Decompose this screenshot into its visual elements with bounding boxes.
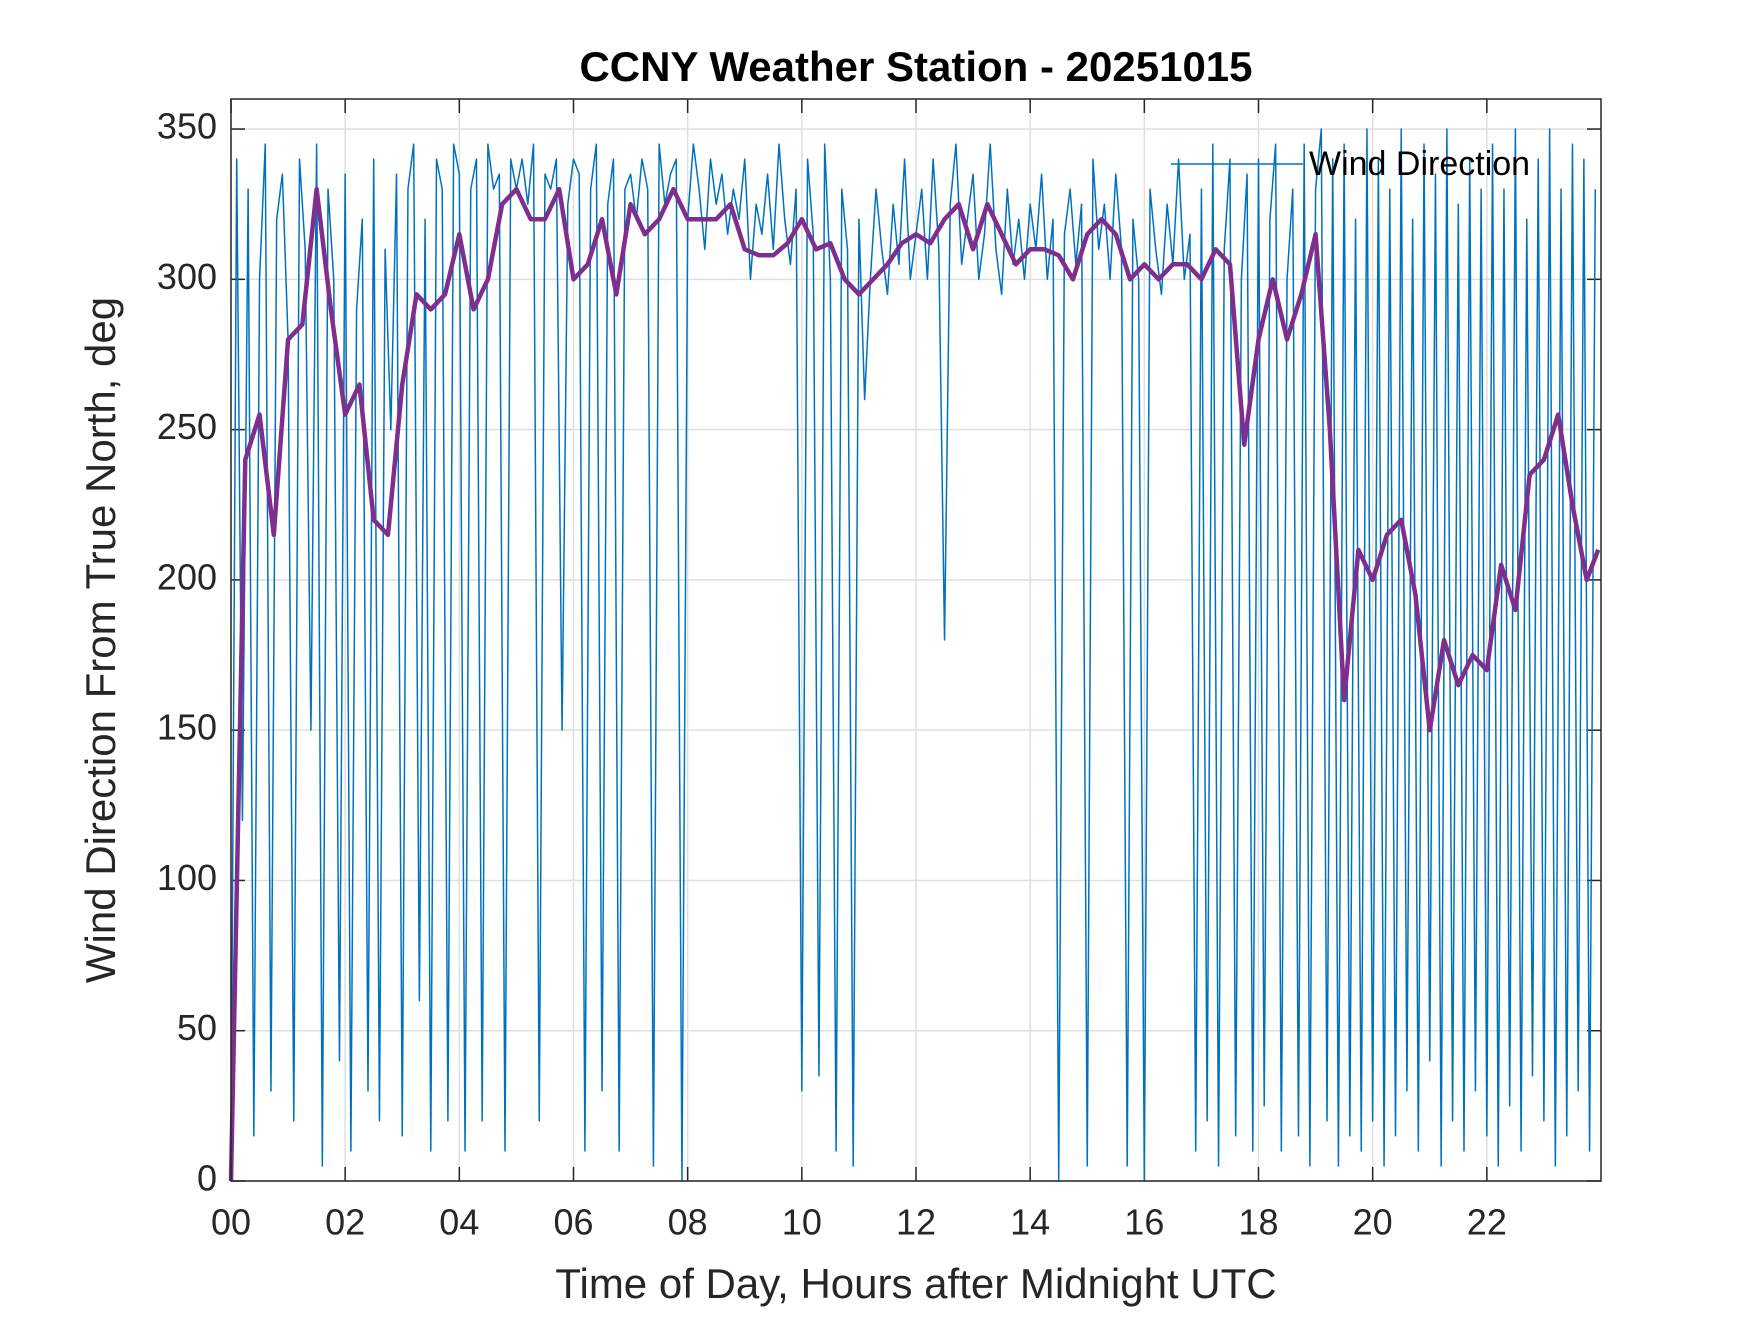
chart-title: CCNY Weather Station - 20251015 bbox=[579, 43, 1252, 90]
x-tick-label: 08 bbox=[668, 1202, 708, 1243]
x-tick-label: 00 bbox=[211, 1202, 251, 1243]
y-tick-label: 200 bbox=[157, 556, 217, 597]
y-tick-label: 100 bbox=[157, 857, 217, 898]
legend-label: Wind Direction bbox=[1309, 145, 1530, 183]
x-tick-label: 20 bbox=[1353, 1202, 1393, 1243]
x-tick-label: 02 bbox=[325, 1202, 365, 1243]
x-tick-label: 04 bbox=[439, 1202, 479, 1243]
x-tick-label: 10 bbox=[782, 1202, 822, 1243]
x-tick-label: 22 bbox=[1467, 1202, 1507, 1243]
x-tick-label: 12 bbox=[896, 1202, 936, 1243]
y-tick-label: 350 bbox=[157, 106, 217, 147]
y-axis-label: Wind Direction From True North, deg bbox=[77, 297, 124, 983]
x-tick-label: 06 bbox=[553, 1202, 593, 1243]
data-line bbox=[228, 186, 1601, 1182]
axes-box bbox=[230, 98, 1602, 1182]
y-tick-label: 250 bbox=[157, 406, 217, 447]
x-tick-label: 18 bbox=[1238, 1202, 1278, 1243]
y-tick-label: 0 bbox=[197, 1158, 217, 1199]
y-tick-label: 300 bbox=[157, 256, 217, 297]
x-tick-label: 14 bbox=[1010, 1202, 1050, 1243]
data-line bbox=[230, 128, 1597, 1182]
y-tick-label: 150 bbox=[157, 707, 217, 748]
x-tick-label: 16 bbox=[1124, 1202, 1164, 1243]
y-tick-label: 50 bbox=[177, 1007, 217, 1048]
x-axis-label: Time of Day, Hours after Midnight UTC bbox=[555, 1260, 1276, 1307]
